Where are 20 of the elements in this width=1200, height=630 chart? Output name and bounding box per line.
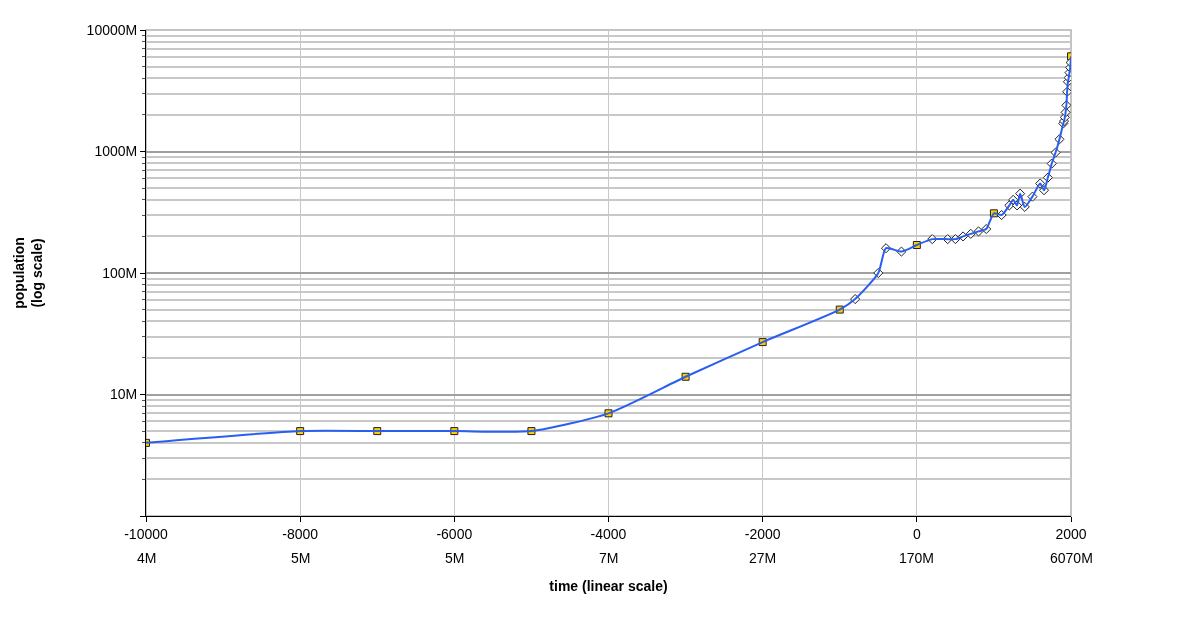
x-tick-label: 2000: [1055, 525, 1087, 542]
text: 6070M: [1050, 550, 1093, 566]
text: 27M: [749, 550, 777, 566]
y-tick-label: 10000M: [86, 21, 138, 38]
x-tick-label: 0: [912, 525, 921, 542]
x-axis-title: time (linear scale): [549, 578, 668, 595]
x-tick-label: -6000: [436, 525, 473, 542]
text: 7M: [599, 550, 619, 566]
x-tick-label: -10000: [124, 525, 169, 542]
y-tick-label: 10M: [109, 386, 138, 403]
y-tick-label: 1000M: [94, 143, 138, 160]
x-tick-label: -2000: [744, 525, 781, 542]
y-axis-title: population (log scale): [11, 237, 46, 309]
text: 170M: [899, 550, 935, 566]
y-tick-label: 100M: [102, 264, 138, 281]
x-tick-label: -8000: [282, 525, 319, 542]
text: 4M: [137, 550, 157, 566]
x-tick-label: -4000: [590, 525, 627, 542]
text: 5M: [445, 550, 465, 566]
text: 5M: [291, 550, 311, 566]
